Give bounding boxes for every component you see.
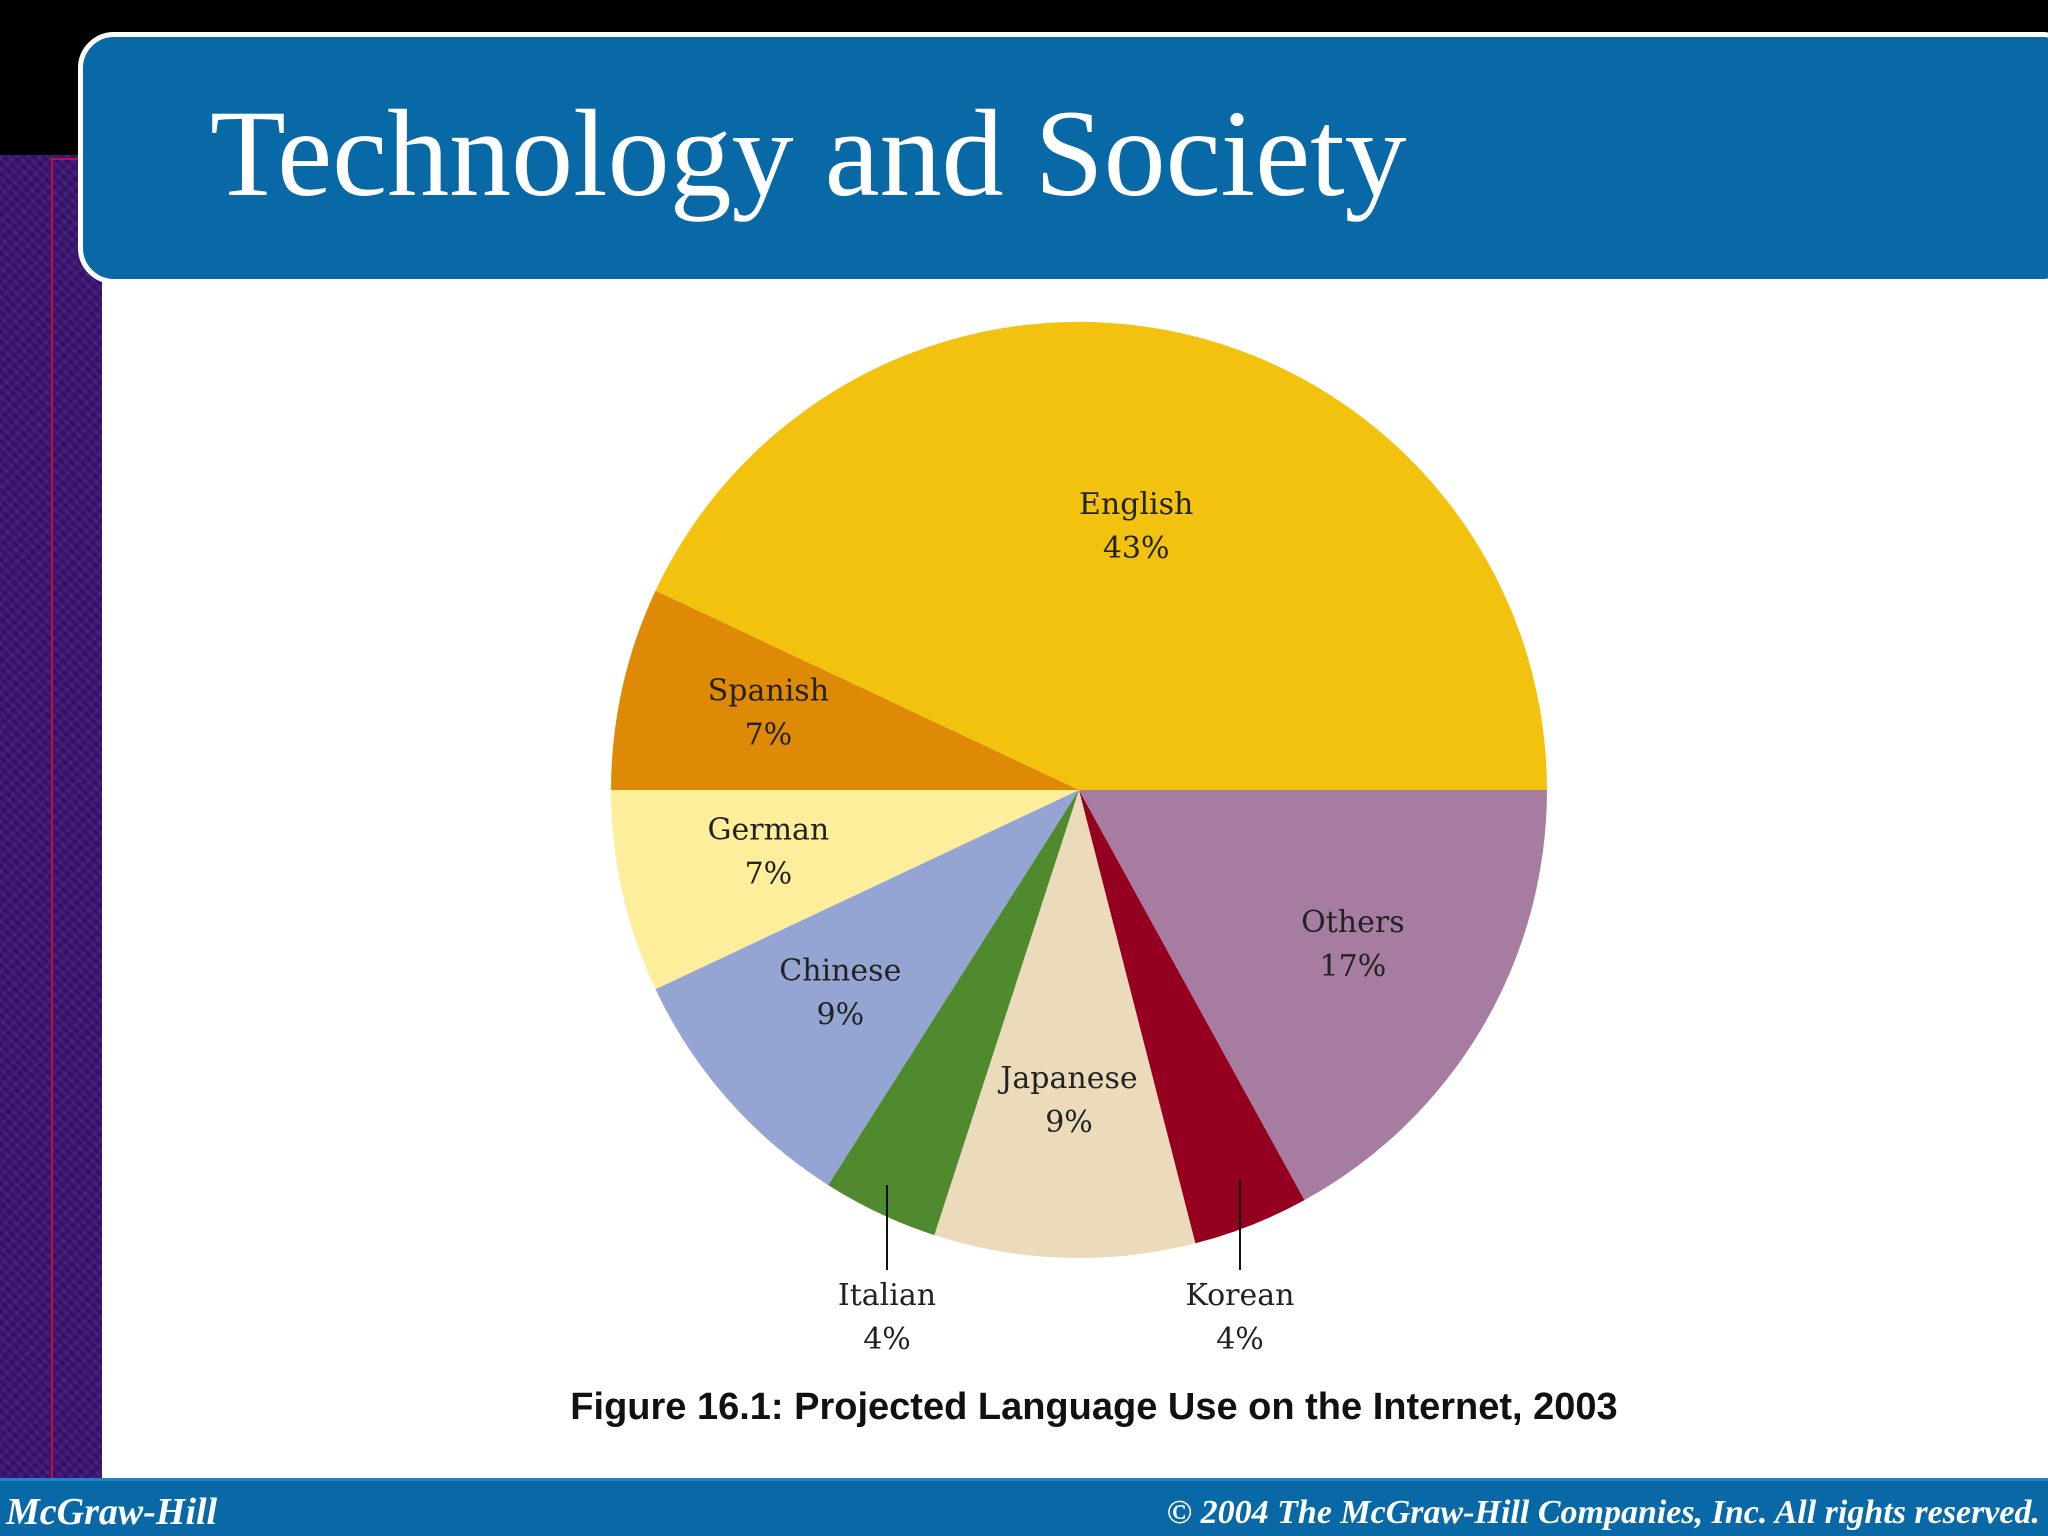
pie-slice-chinese (655, 790, 1079, 1186)
footer-publisher: McGraw-Hill (6, 1491, 218, 1533)
pie-slice-japanese (934, 790, 1196, 1259)
footer-bar (0, 1478, 2048, 1536)
pie-slice-spanish (611, 590, 1079, 790)
slice-value-japanese: 9% (1045, 1105, 1093, 1140)
slice-label-others: Others (1301, 905, 1404, 940)
slice-value-korean: 4% (1216, 1322, 1264, 1357)
chart-caption: Figure 16.1: Projected Language Use on t… (570, 1386, 1618, 1428)
slice-label-english: English (1079, 487, 1193, 522)
footer-copyright: © 2004 The McGraw-Hill Companies, Inc. A… (1166, 1494, 2040, 1531)
pie-slice-english (655, 321, 1547, 790)
slice-value-italian: 4% (863, 1322, 911, 1357)
slice-label-korean: Korean (1186, 1278, 1295, 1313)
pie-slice-german (611, 790, 1079, 990)
slice-value-spanish: 7% (745, 718, 793, 753)
slice-value-others: 17% (1320, 949, 1387, 984)
pie-slice-italian (828, 790, 1079, 1236)
slice-label-japanese: Japanese (997, 1061, 1137, 1096)
slice-value-german: 7% (745, 856, 793, 891)
slice-label-italian: Italian (838, 1278, 936, 1313)
accent-line-vertical (51, 158, 53, 1488)
slice-value-english: 43% (1103, 531, 1170, 566)
pie-slice-korean (1079, 790, 1305, 1244)
slide-title: Technology and Society (210, 85, 1407, 222)
pie-slice-others (1079, 790, 1547, 1201)
slice-label-spanish: Spanish (708, 674, 829, 709)
slice-label-chinese: Chinese (779, 954, 901, 989)
slice-label-german: German (708, 812, 830, 847)
slice-value-chinese: 9% (817, 998, 865, 1033)
title-bar (78, 32, 2048, 284)
